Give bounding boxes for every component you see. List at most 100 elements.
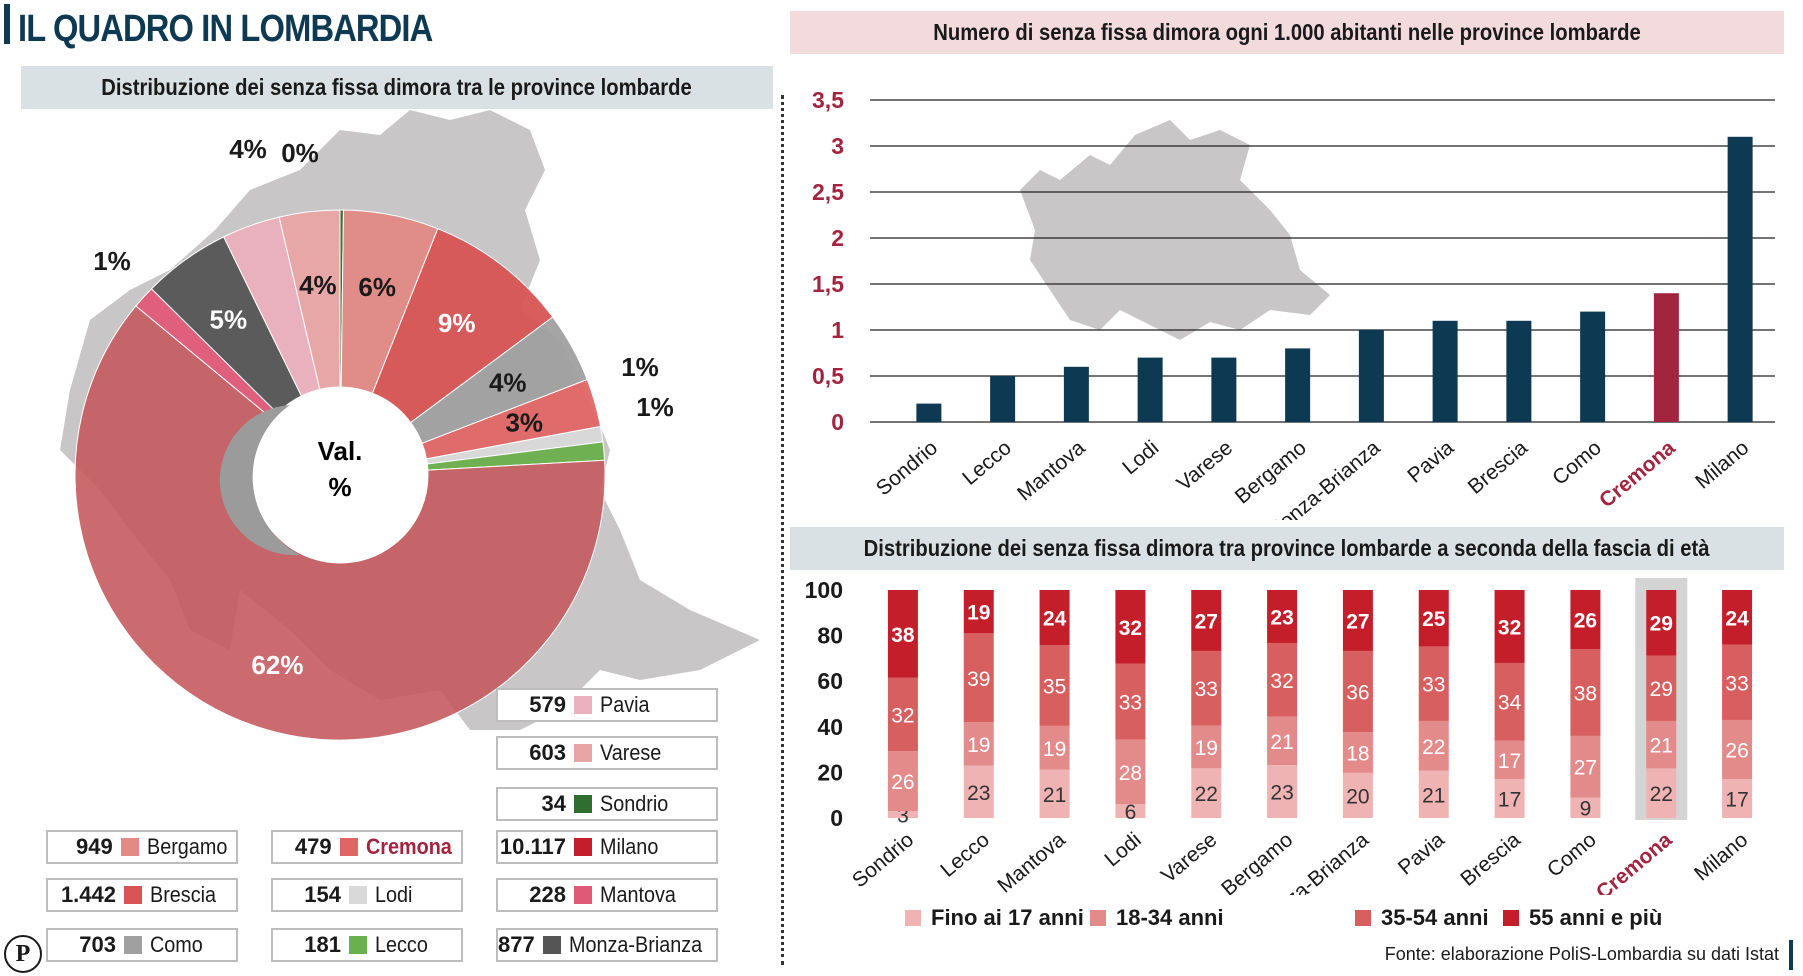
age-segment-lodi-1 (1115, 739, 1146, 805)
age-x-label-bergamo: Bergamo (1217, 828, 1297, 895)
age-x-label-varese: Varese (1157, 828, 1222, 887)
title-accent-bar (4, 4, 10, 44)
age-value-label: 36 (1346, 682, 1369, 705)
age-value-label: 33 (1195, 678, 1218, 701)
bar-x-label-varese: Varese (1173, 436, 1238, 495)
age-value-label: 23 (967, 782, 990, 805)
legend-swatch (124, 886, 142, 904)
legend-value: 154 (304, 882, 341, 907)
age-segment-cremona-1 (1646, 720, 1677, 769)
age-value-label: 26 (1725, 740, 1748, 763)
legend-swatch (905, 910, 921, 926)
donut-label-cremona: 3% (505, 408, 543, 438)
legend-value: 10.117 (499, 834, 566, 859)
age-segment-monza-brianza-2 (1342, 650, 1373, 733)
donut-center-label-2: % (328, 472, 351, 502)
age-legend-label: 18-34 anni (1116, 905, 1224, 930)
age-value-label: 35 (1043, 676, 1066, 699)
donut-label-bergamo: 6% (358, 272, 396, 302)
age-segment-como-1 (1570, 735, 1601, 798)
age-value-label: 17 (1498, 789, 1521, 812)
legend-name: Mantova (600, 882, 676, 907)
donut-label-lecco: 1% (636, 392, 674, 422)
age-legend-item-3: 55 anni e più (1503, 905, 1662, 931)
age-value-label: 28 (1119, 762, 1142, 785)
age-segment-bergamo-0 (1267, 765, 1298, 818)
bar-bars (916, 136, 1753, 423)
donut-center-label-1: Val. (318, 436, 363, 466)
legend-item-varese: 603 Varese (496, 736, 718, 770)
age-legend-item-0: Fino ai 17 anni (905, 905, 1084, 931)
legend-item-pavia: 579 Pavia (496, 688, 718, 722)
age-value-label: 33 (1422, 674, 1445, 697)
bar-y-tick-label: 1 (831, 317, 844, 343)
age-grid: 0 20 40 60 80 100 (805, 577, 843, 831)
age-x-label-lecco: Lecco (936, 828, 994, 882)
age-segment-lecco-3 (963, 590, 994, 634)
legend-swatch (1090, 910, 1106, 926)
age-segment-como-2 (1570, 649, 1601, 736)
age-y-tick-label: 100 (805, 577, 843, 603)
age-value-label: 33 (1725, 672, 1748, 695)
bar-chart-title: Numero di senza fissa dimora ogni 1.000 … (933, 19, 1641, 45)
age-y-tick-label: 80 (817, 623, 843, 649)
age-segment-pavia-2 (1418, 646, 1449, 721)
age-segment-cremona-0 (1646, 768, 1677, 818)
age-segment-milano-1 (1722, 719, 1753, 780)
age-segment-milano-3 (1722, 590, 1753, 645)
legend-name: Lodi (375, 882, 413, 907)
age-x-label-cremona: Cremona (1592, 828, 1677, 895)
legend-name: Pavia (600, 692, 650, 717)
age-segment-lecco-2 (963, 633, 994, 723)
legend-value: 228 (529, 882, 566, 907)
bar-y-tick-label: 0 (831, 409, 844, 435)
donut-label-lodi: 1% (621, 352, 659, 382)
legend-value: 479 (294, 834, 332, 859)
age-x-label-brescia: Brescia (1456, 828, 1525, 891)
age-legend-label: 55 anni e più (1529, 905, 1663, 930)
legend-name: Brescia (150, 882, 217, 907)
donut-chart-title: Distribuzione dei senza fissa dimora tra… (101, 74, 693, 100)
bar-chart-title-band: Numero di senza fissa dimora ogni 1.000 … (790, 11, 1784, 54)
bar-x-label-sondrio: Sondrio (872, 436, 942, 500)
legend-value: 181 (304, 932, 341, 957)
legend-value: 949 (76, 834, 113, 859)
bar-y-tick-label: 3 (831, 133, 844, 159)
age-value-label: 32 (1498, 616, 1521, 639)
age-value-label: 29 (1650, 613, 1673, 636)
bar-y-tick-label: 2,5 (812, 179, 844, 205)
bar-x-label-pavia: Pavia (1403, 436, 1458, 488)
publisher-logo: P (4, 935, 42, 973)
age-chart-title: Distribuzione dei senza fissa dimora tra… (864, 535, 1710, 561)
bar-grid: 0 0,5 1 1,5 2 2,5 3 3,5 (812, 87, 1775, 435)
age-segment-bergamo-2 (1267, 642, 1298, 717)
bar-lecco (990, 376, 1016, 422)
donut-slice-milano (74, 305, 606, 741)
legend-item-lecco: 181 Lecco (271, 928, 463, 962)
age-value-label: 21 (1650, 735, 1673, 758)
age-segment-mantova-1 (1039, 725, 1070, 770)
bar-y-tick-label: 2 (831, 225, 844, 251)
age-segment-cremona-2 (1646, 655, 1677, 721)
legend-name: Milano (600, 834, 659, 859)
age-value-label: 18 (1346, 743, 1369, 766)
bar-pavia (1432, 320, 1458, 422)
legend-item-cremona: 479 Cremona (271, 830, 463, 864)
legend-swatch (1355, 910, 1371, 926)
age-segment-pavia-3 (1418, 590, 1449, 647)
age-segment-sondrio-0 (887, 811, 918, 818)
legend-swatch (124, 936, 142, 954)
age-segment-bergamo-1 (1267, 716, 1298, 766)
legend-item-monza-brianza: 877 Monza-Brianza (496, 928, 718, 962)
age-segment-mantova-0 (1039, 769, 1070, 818)
age-segment-monza-brianza-1 (1342, 732, 1373, 773)
legend-swatch (1503, 910, 1519, 926)
age-segment-lodi-2 (1115, 663, 1146, 740)
age-legend-item-1: 18-34 anni (1090, 905, 1224, 931)
legend-item-lodi: 154 Lodi (271, 878, 463, 912)
age-segment-varese-0 (1191, 768, 1222, 818)
legend-value: 703 (79, 932, 116, 957)
donut-hole (252, 387, 428, 563)
legend-swatch (574, 838, 592, 856)
age-segment-brescia-0 (1494, 779, 1525, 818)
